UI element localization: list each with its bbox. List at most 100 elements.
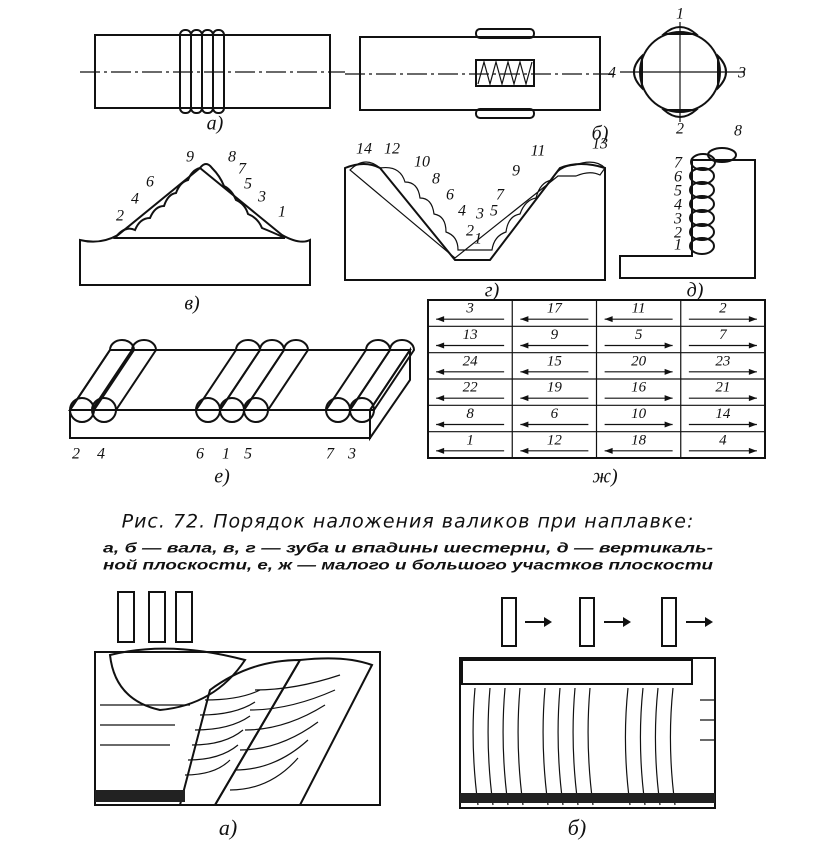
roll-end: [91, 397, 117, 423]
label: 7: [719, 327, 728, 343]
label: 13: [463, 327, 478, 343]
arrow-head: [520, 368, 529, 375]
arrow-head: [664, 421, 673, 428]
arrow-head: [520, 342, 529, 349]
label: 4: [674, 197, 682, 214]
arrow-head: [436, 368, 445, 375]
label: 6: [446, 187, 454, 204]
label: 12: [547, 432, 563, 448]
label: 17: [547, 301, 564, 317]
roll: [90, 339, 158, 411]
weld-rings: [179, 29, 225, 114]
label: 18: [631, 432, 647, 448]
label: 5: [244, 176, 252, 193]
arrow-head: [520, 447, 529, 454]
label: 4: [719, 432, 727, 448]
arrow-head: [436, 342, 445, 349]
arrow-head: [520, 421, 529, 428]
label: 10: [631, 406, 647, 422]
label: 19: [547, 380, 563, 396]
beads: [633, 26, 727, 118]
arrow-head: [520, 395, 529, 402]
label: 5: [490, 203, 498, 220]
label: 2: [72, 446, 80, 463]
label: 11: [531, 143, 546, 160]
beads: [112, 163, 286, 239]
groove: [344, 163, 606, 281]
plate-side: [369, 346, 411, 442]
arrow-head: [748, 342, 757, 349]
arrow-head: [436, 316, 445, 323]
spiral: [477, 59, 533, 87]
arrow-head: [748, 447, 757, 454]
roll-end: [349, 397, 375, 423]
label: 8: [228, 149, 236, 166]
label: 7: [496, 187, 505, 204]
label: 9: [186, 149, 194, 166]
label: 16: [631, 380, 647, 396]
weld-strip: [475, 108, 535, 119]
roll: [348, 339, 416, 411]
label: 4: [97, 446, 105, 463]
label: 7: [326, 446, 335, 463]
label: 24: [463, 353, 479, 369]
label: 1: [676, 6, 684, 23]
beads: [689, 147, 737, 255]
label: а): [207, 113, 224, 135]
roll-end: [243, 397, 269, 423]
rolls: [68, 339, 416, 423]
label: 8: [734, 123, 742, 140]
label: 1: [474, 231, 482, 248]
label: б): [568, 815, 586, 840]
label: 3: [347, 446, 356, 463]
label: 6: [146, 174, 154, 191]
label: 3: [673, 211, 682, 228]
tooth: [79, 166, 311, 286]
table-grid: [428, 300, 765, 458]
arrow-head: [664, 368, 673, 375]
arrow-head: [436, 421, 445, 428]
label: 1: [466, 432, 474, 448]
label: 5: [635, 327, 643, 343]
label: 7: [238, 161, 247, 178]
label: Рис. 72. Порядок наложения валиков при н…: [122, 511, 695, 533]
arrow-head: [436, 447, 445, 454]
label: д): [687, 280, 704, 302]
label: 3: [257, 189, 266, 206]
arrow-head: [664, 342, 673, 349]
label: 5: [244, 446, 252, 463]
label: 20: [631, 353, 647, 369]
plate: [619, 159, 756, 279]
label: 2: [674, 225, 682, 242]
label: 3: [475, 206, 484, 223]
label: 4: [458, 203, 466, 220]
roll: [68, 339, 136, 411]
arrow-head: [748, 421, 757, 428]
label: 4: [608, 65, 616, 82]
label: ж): [592, 466, 618, 488]
label: 21: [715, 380, 730, 396]
arrow-head: [436, 395, 445, 402]
label: 8: [432, 171, 440, 188]
arrow-head: [664, 395, 673, 402]
label: ной плоскости, е, ж — малого и большого …: [103, 557, 714, 573]
weld-strip: [475, 28, 535, 39]
label: 1: [278, 204, 286, 221]
spiral-box: [475, 59, 535, 87]
label: 1: [674, 237, 682, 254]
label: 14: [356, 141, 372, 158]
label: 8: [466, 406, 474, 422]
arrow-head: [748, 395, 757, 402]
label: 2: [116, 208, 124, 225]
label: а, б — вала, в, г — зуба и впадины шесте…: [103, 540, 713, 556]
drawings: [68, 22, 766, 809]
label: 5: [674, 183, 682, 200]
arrow-head: [604, 316, 613, 323]
beads: [349, 161, 606, 259]
label: 14: [715, 406, 731, 422]
arrow-head: [520, 316, 529, 323]
arrow-head: [748, 316, 757, 323]
label: 6: [551, 406, 559, 422]
label: 3: [737, 65, 746, 82]
